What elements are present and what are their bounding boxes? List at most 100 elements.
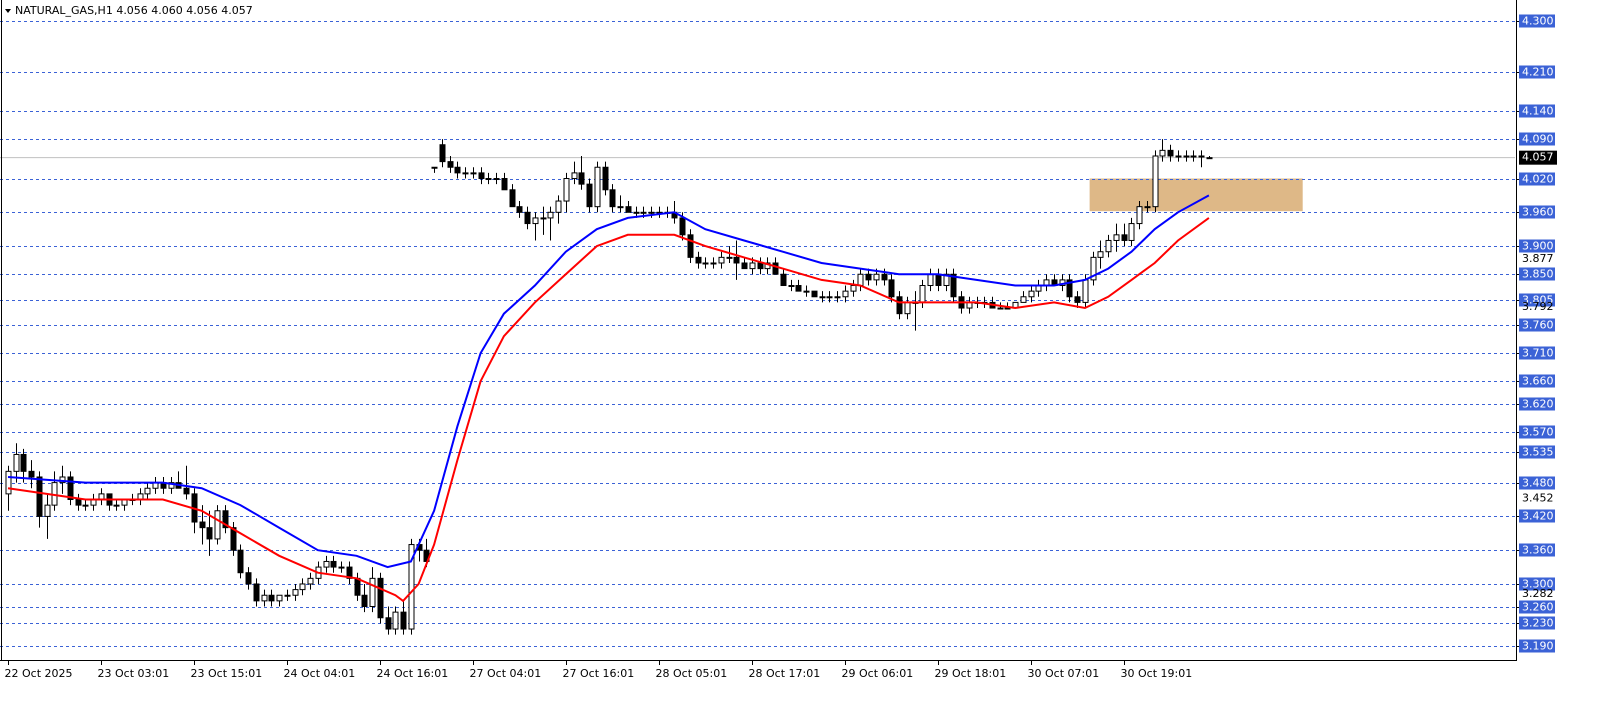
- candle-body: [392, 611, 399, 630]
- candle-body: [873, 273, 880, 281]
- y-tick-label: 3.850: [1522, 268, 1554, 281]
- candle-body: [594, 166, 601, 208]
- candle-body: [1066, 279, 1073, 298]
- y-tick-label: 3.420: [1522, 510, 1554, 523]
- candle-body: [547, 211, 554, 219]
- candle-body: [346, 566, 353, 579]
- candle-body: [1198, 155, 1205, 158]
- y-tick-label: 4.020: [1522, 173, 1554, 186]
- axis-marker-label: 3.452: [1522, 491, 1554, 504]
- candle-body: [749, 262, 756, 270]
- candle-body: [857, 273, 864, 287]
- candle-body: [5, 470, 12, 495]
- candle-body: [168, 482, 175, 489]
- candle-body: [206, 527, 213, 540]
- x-tick-label: 22 Oct 2025: [5, 667, 73, 680]
- candle-body: [1152, 155, 1159, 208]
- x-tick-label: 28 Oct 17:01: [749, 667, 821, 680]
- x-tick-label: 30 Oct 07:01: [1028, 667, 1100, 680]
- y-tick-box: [1519, 205, 1555, 219]
- y-tick-box: [1519, 600, 1555, 614]
- y-tick-label: 3.660: [1522, 375, 1554, 388]
- candle-body: [795, 285, 802, 292]
- candle-body: [82, 504, 89, 507]
- candle-body: [485, 178, 492, 181]
- candle-body: [1206, 157, 1213, 160]
- candle-body: [253, 583, 260, 602]
- y-tick-label: 3.360: [1522, 544, 1554, 557]
- x-tick-label: 24 Oct 04:01: [284, 667, 356, 680]
- candle-body: [1175, 155, 1182, 158]
- candle-body: [842, 290, 849, 298]
- candle-body: [44, 504, 51, 517]
- candle-body: [237, 549, 244, 574]
- candle-body: [850, 285, 857, 292]
- candle-body: [943, 273, 950, 287]
- candle-body: [803, 290, 810, 293]
- candle-body: [834, 296, 841, 299]
- candle-body: [214, 510, 221, 540]
- candle-body: [276, 594, 283, 602]
- candle-body: [493, 178, 500, 181]
- candle-body: [881, 273, 888, 281]
- chart-title: NATURAL_GAS,H1 4.056 4.060 4.056 4.057: [15, 4, 253, 17]
- candle-body: [284, 594, 291, 597]
- y-tick-label: 3.230: [1522, 617, 1554, 630]
- candle-body: [385, 617, 392, 630]
- candle-body: [571, 172, 578, 180]
- axis-marker-label: 3.877: [1522, 252, 1554, 265]
- candle-body: [462, 172, 469, 175]
- candle-body: [1082, 279, 1089, 303]
- y-tick-box: [1519, 172, 1555, 186]
- candle-body: [13, 453, 20, 472]
- candle-body: [888, 279, 895, 298]
- candle-body: [400, 611, 407, 630]
- candle-body: [679, 217, 686, 236]
- candle-body: [1090, 256, 1097, 281]
- y-tick-label: 3.710: [1522, 347, 1554, 360]
- candle-body: [1097, 251, 1104, 258]
- candle-body: [1113, 234, 1120, 241]
- candle-body: [1144, 206, 1151, 209]
- y-tick-box: [1519, 267, 1555, 281]
- y-tick-box: [1519, 65, 1555, 79]
- candle-body: [927, 273, 934, 287]
- y-tick-box: [1519, 397, 1555, 411]
- y-tick-box: [1519, 509, 1555, 523]
- candle-body: [687, 234, 694, 258]
- candle-body: [199, 521, 206, 529]
- candle-body: [733, 256, 740, 264]
- candle-body: [586, 183, 593, 208]
- y-tick-label: 3.760: [1522, 319, 1554, 332]
- candle-body: [261, 594, 268, 602]
- candle-body: [1004, 307, 1011, 310]
- x-tick-label: 29 Oct 06:01: [842, 667, 914, 680]
- y-tick-box: [1519, 239, 1555, 253]
- candle-body: [28, 470, 35, 478]
- y-tick-box: [1519, 104, 1555, 118]
- y-tick-label: 4.090: [1522, 133, 1554, 146]
- y-tick-box: [1519, 293, 1555, 307]
- plot-area: [0, 21, 1515, 647]
- candle-body: [633, 211, 640, 214]
- y-tick-box: [1519, 476, 1555, 490]
- x-tick-label: 27 Oct 16:01: [563, 667, 635, 680]
- candle-body: [904, 301, 911, 315]
- y-tick-box: [1519, 639, 1555, 653]
- ma-line: [7, 194, 1210, 569]
- candle-body: [470, 172, 477, 175]
- candle-body: [1136, 206, 1143, 225]
- candle-body: [113, 504, 120, 507]
- menu-arrow: [5, 9, 11, 13]
- candle-body: [726, 256, 733, 259]
- y-tick-label: 3.805: [1522, 294, 1554, 307]
- axis-marker-label: 3.282: [1522, 587, 1554, 600]
- candle-body: [230, 527, 237, 551]
- candle-body: [695, 256, 702, 264]
- candle-body: [718, 256, 725, 264]
- y-tick-label: 3.300: [1522, 578, 1554, 591]
- candle-body: [788, 285, 795, 288]
- candle-body: [307, 577, 314, 585]
